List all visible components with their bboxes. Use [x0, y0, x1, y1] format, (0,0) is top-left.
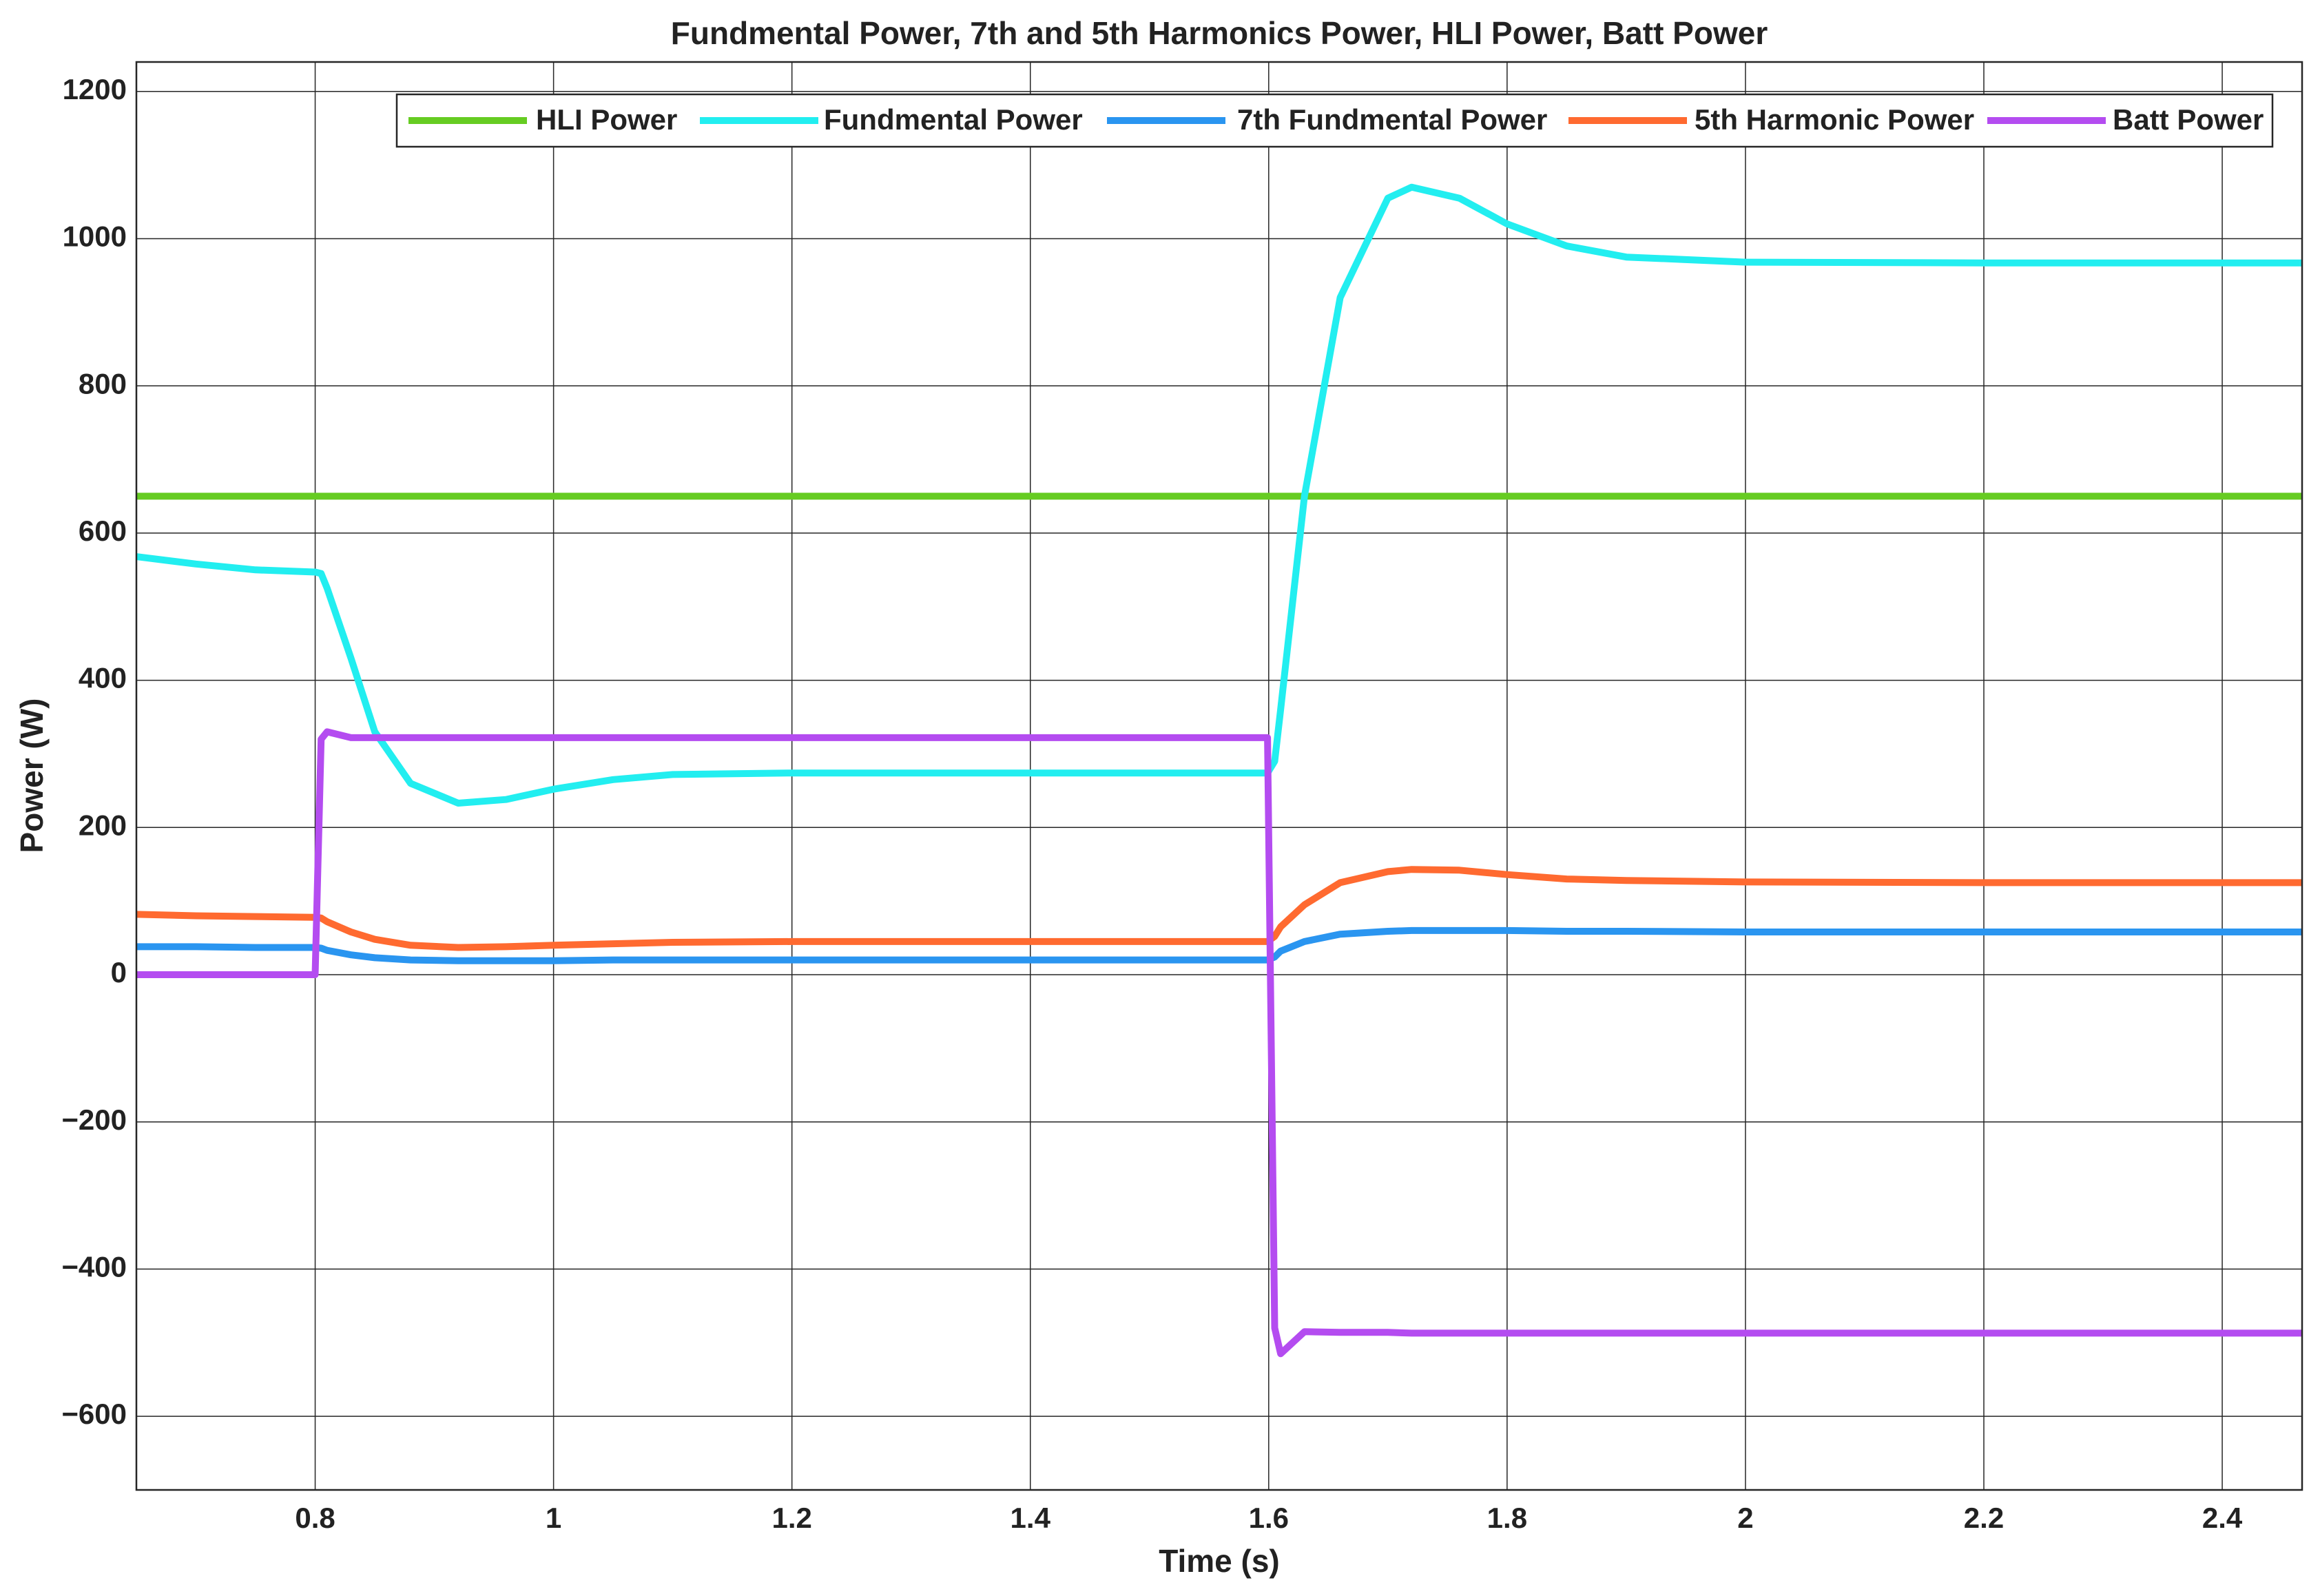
x-tick-label: 2.2 [1964, 1502, 2004, 1534]
y-tick-label: 1200 [63, 73, 127, 105]
legend-label: HLI Power [536, 103, 677, 136]
x-tick-label: 0.8 [295, 1502, 335, 1534]
y-tick-label: 600 [79, 515, 127, 547]
legend-label: Fundmental Power [824, 103, 1083, 136]
legend-label: 7th Fundmental Power [1237, 103, 1547, 136]
y-tick-label: 1000 [63, 220, 127, 253]
x-tick-label: 1.4 [1011, 1502, 1051, 1534]
legend-label: 5th Harmonic Power [1695, 103, 1974, 136]
series-line [136, 926, 2302, 964]
y-tick-label: 200 [79, 809, 127, 841]
x-tick-label: 2.4 [2202, 1502, 2243, 1534]
y-tick-label: −600 [61, 1398, 127, 1430]
y-tick-label: 400 [79, 662, 127, 694]
x-tick-label: 2 [1737, 1502, 1753, 1534]
y-tick-label: 800 [79, 367, 127, 400]
x-tick-label: 1.2 [771, 1502, 811, 1534]
x-axis-label: Time (s) [1159, 1543, 1280, 1579]
y-tick-label: −200 [61, 1103, 127, 1136]
chart-title: Fundmental Power, 7th and 5th Harmonics … [671, 15, 1768, 51]
series-line [136, 866, 2302, 951]
legend-label: Batt Power [2113, 103, 2264, 136]
y-tick-label: −400 [61, 1251, 127, 1283]
y-axis-label: Power (W) [14, 698, 50, 853]
series-line [136, 183, 2302, 807]
x-tick-label: 1.6 [1249, 1502, 1289, 1534]
x-tick-label: 1 [546, 1502, 561, 1534]
x-tick-label: 1.8 [1487, 1502, 1527, 1534]
plot-frame [135, 61, 2303, 1491]
y-tick-label: 0 [111, 956, 127, 988]
series-line [136, 728, 2302, 1358]
